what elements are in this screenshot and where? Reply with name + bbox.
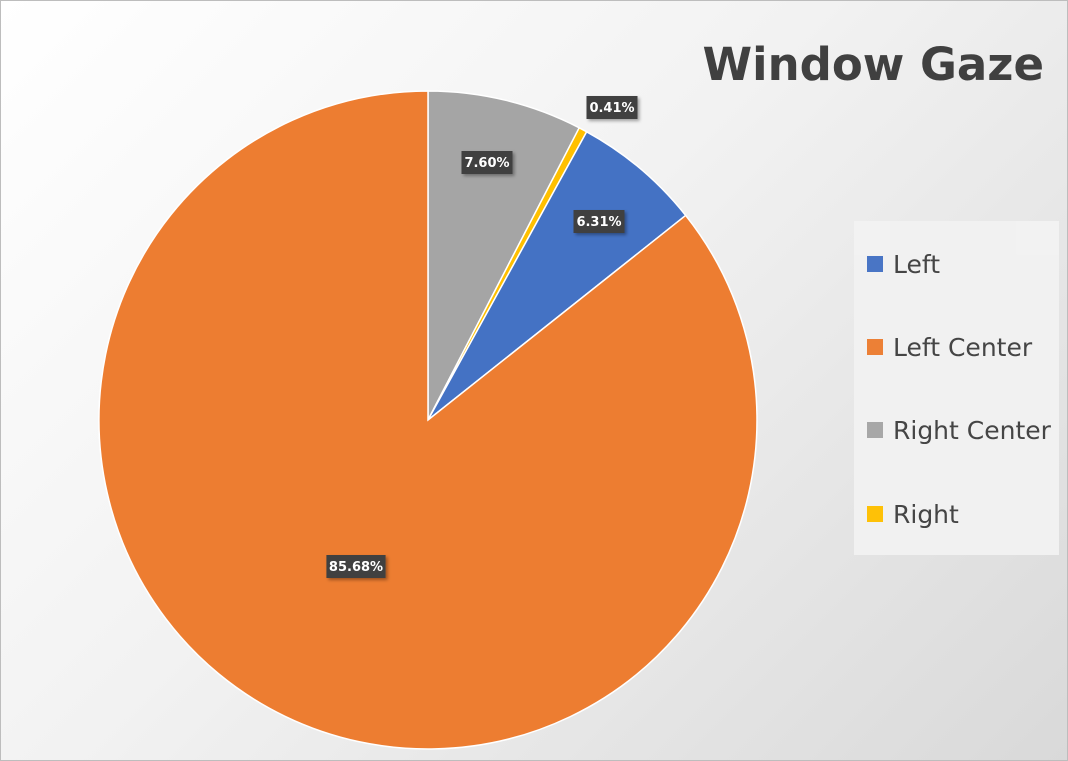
legend-item-right-center: Right Center bbox=[867, 415, 1051, 445]
data-label-left-box bbox=[573, 210, 625, 233]
legend-label-left: Left bbox=[893, 249, 941, 279]
chart-title: Window Gaze bbox=[702, 38, 1044, 91]
legend-label-right-center: Right Center bbox=[893, 415, 1051, 445]
data-label-left-text: 6.31% bbox=[576, 215, 621, 230]
legend-label-left-center: Left Center bbox=[893, 332, 1033, 362]
data-label-left-center-box bbox=[326, 555, 386, 578]
legend-item-right: Right bbox=[867, 499, 959, 529]
legend-label-right: Right bbox=[893, 499, 959, 529]
legend-swatch-right bbox=[867, 506, 883, 522]
data-label-right: 0.41% bbox=[586, 96, 638, 119]
legend-item-left-center: Left Center bbox=[867, 332, 1032, 362]
data-label-left-center-text: 85.68% bbox=[329, 560, 383, 575]
data-label-left: 6.31% bbox=[573, 210, 625, 233]
legend-item-left: Left bbox=[867, 249, 940, 279]
pie-slice-left-center bbox=[98, 90, 758, 750]
legend: Left Left Center Right Center Right bbox=[854, 221, 1059, 555]
legend-swatch-left-center bbox=[867, 339, 883, 355]
data-label-right-box bbox=[586, 96, 638, 119]
data-label-right-center-box bbox=[461, 151, 513, 174]
data-label-right-center-text: 7.60% bbox=[464, 156, 509, 171]
data-label-left-center: 85.68% bbox=[326, 555, 386, 578]
legend-swatch-left bbox=[867, 256, 883, 272]
data-label-right-center: 7.60% bbox=[461, 151, 513, 174]
data-label-right-text: 0.41% bbox=[589, 101, 634, 116]
legend-swatch-right-center bbox=[867, 422, 883, 438]
pie-slice-left bbox=[427, 130, 687, 421]
